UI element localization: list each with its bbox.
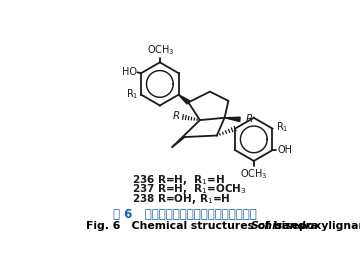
Text: Fig. 6   Chemical structures of bisepoxylignans in Schisandra: Fig. 6 Chemical structures of bisepoxyli… — [0, 221, 360, 231]
Polygon shape — [179, 95, 190, 104]
Text: HO: HO — [122, 67, 136, 77]
Text: Fig. 6   Chemical structures of bisepoxylignans in: Fig. 6 Chemical structures of bisepoxyli… — [86, 221, 360, 231]
Text: R$_1$: R$_1$ — [275, 120, 288, 134]
Text: 238 R=OH, R$_1$=H: 238 R=OH, R$_1$=H — [132, 192, 231, 206]
Text: R: R — [173, 111, 180, 121]
Text: R$_1$: R$_1$ — [126, 87, 138, 101]
Text: R: R — [245, 114, 253, 124]
Text: 237 R=H,  R$_1$=OCH$_3$: 237 R=H, R$_1$=OCH$_3$ — [132, 183, 247, 196]
Text: 236 R=H,  R$_1$=H: 236 R=H, R$_1$=H — [132, 173, 225, 187]
Polygon shape — [225, 117, 240, 122]
Text: 图 6   五味子属中双环氧木脂素的化学结构: 图 6 五味子属中双环氧木脂素的化学结构 — [113, 208, 256, 221]
Text: OCH$_3$: OCH$_3$ — [240, 167, 267, 181]
Text: OCH$_3$: OCH$_3$ — [147, 43, 175, 57]
Text: OH: OH — [277, 145, 292, 155]
Text: Schisandra: Schisandra — [251, 221, 319, 231]
